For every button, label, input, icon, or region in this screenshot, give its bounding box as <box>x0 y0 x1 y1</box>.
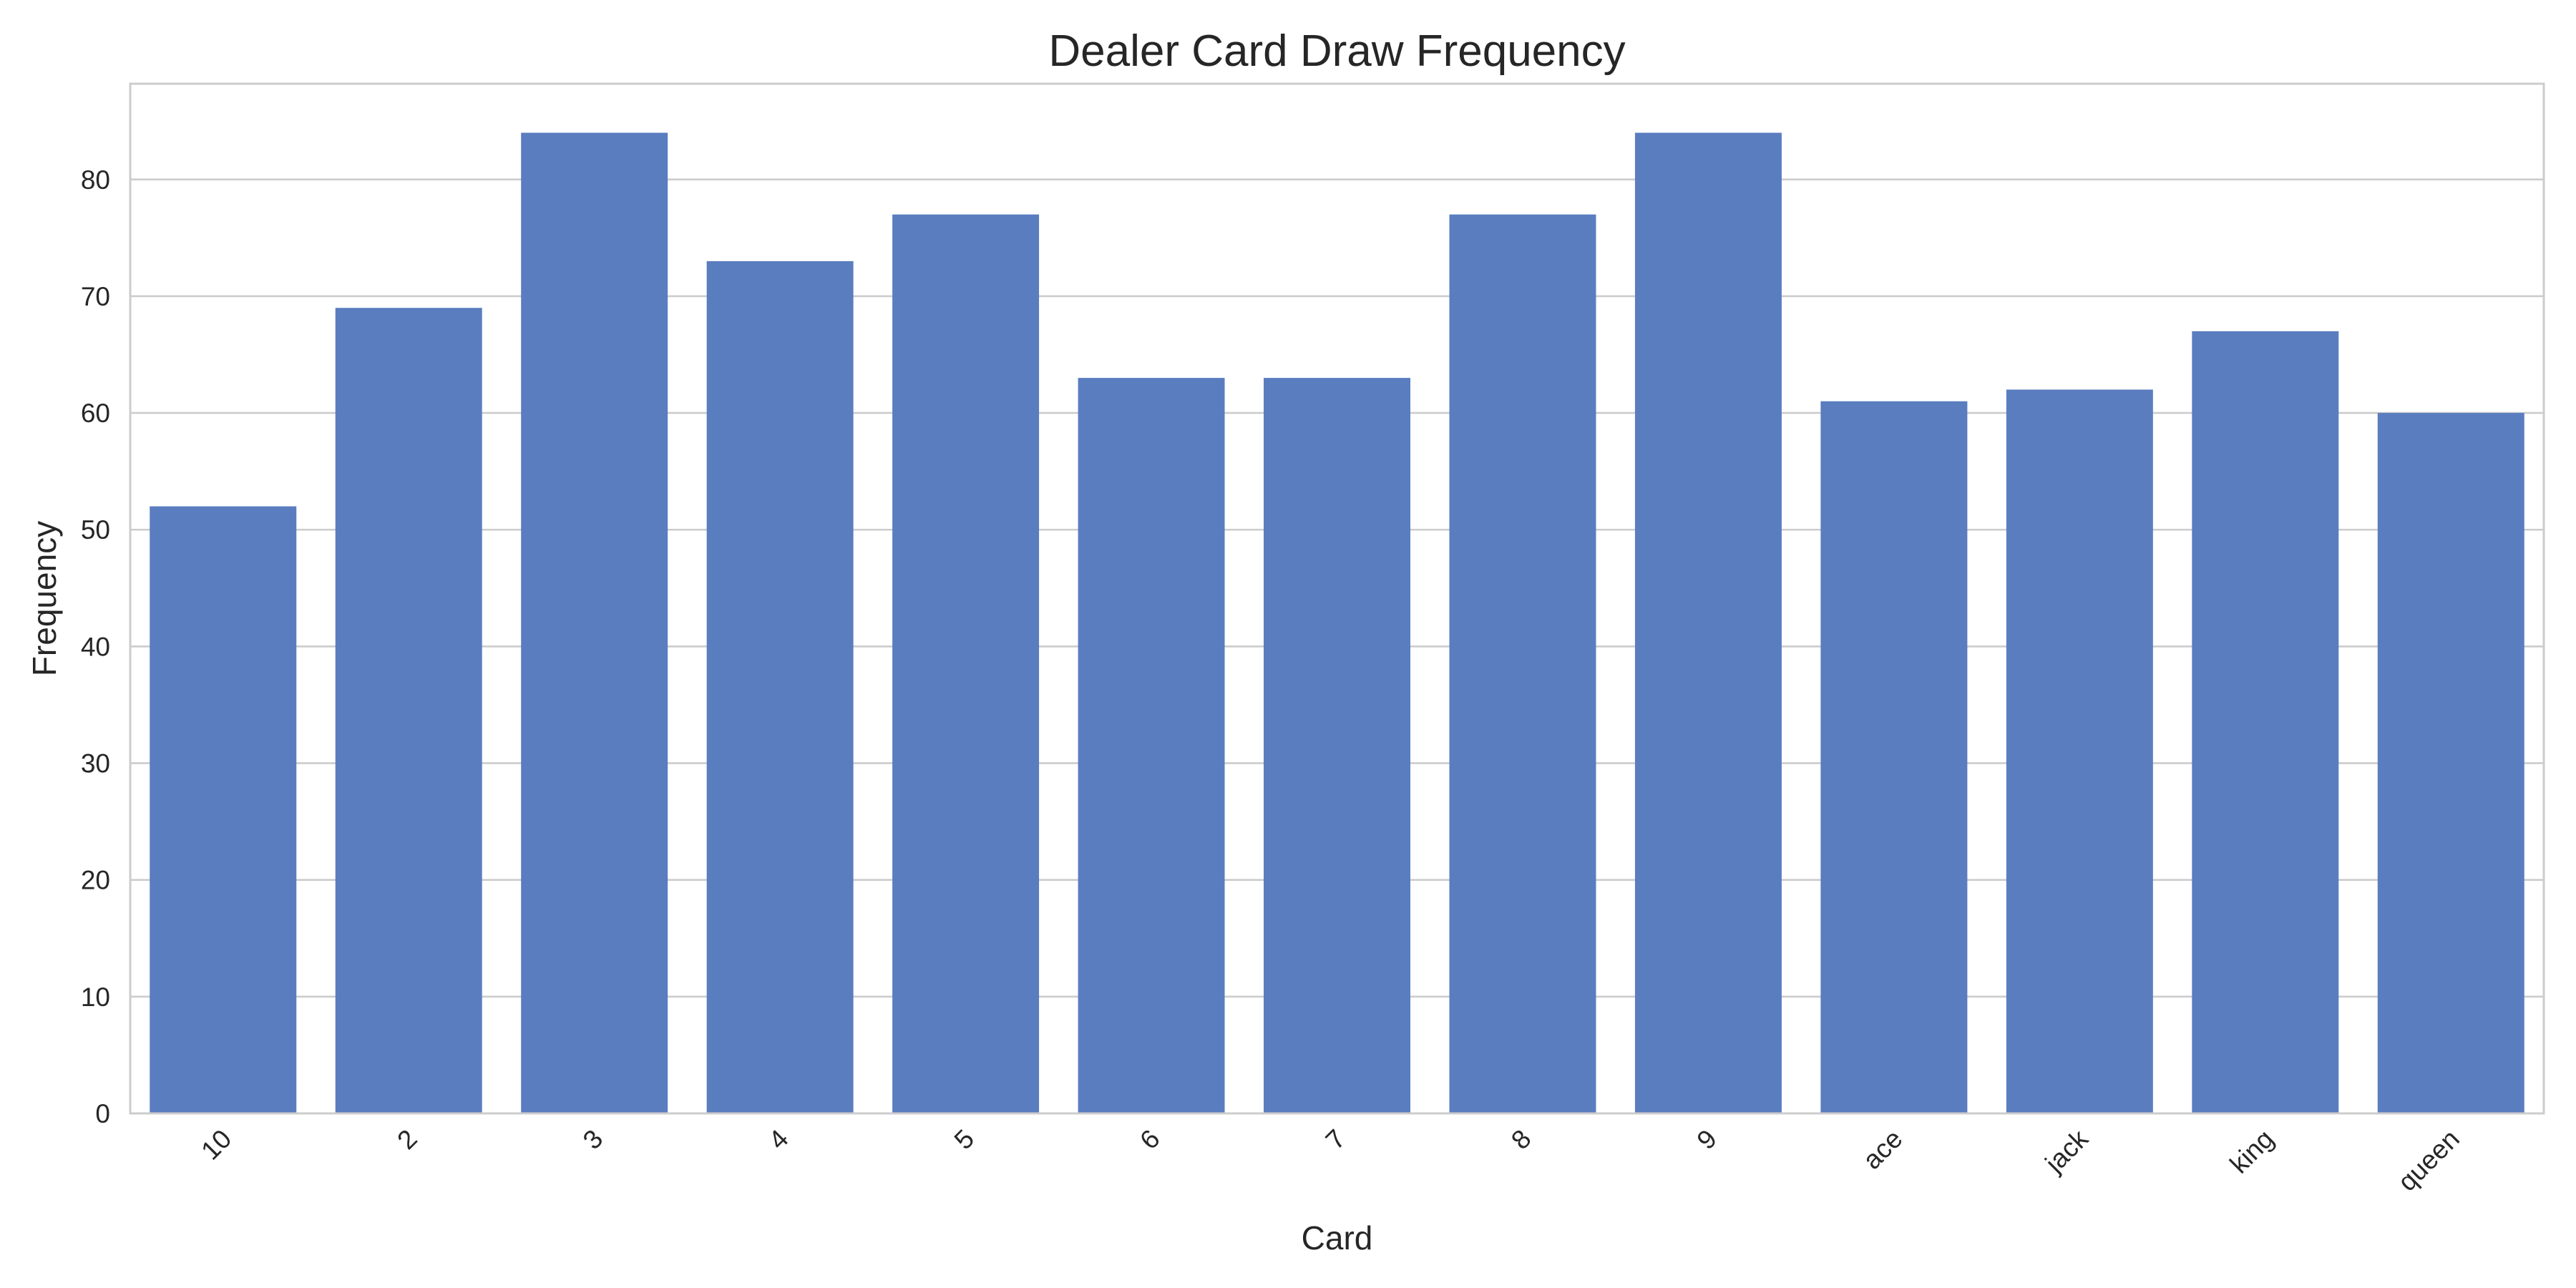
bar-2 <box>335 308 482 1113</box>
chart-title: Dealer Card Draw Frequency <box>1048 26 1625 76</box>
bar-king <box>2192 331 2339 1113</box>
bar-jack <box>2006 389 2153 1113</box>
bar-7 <box>1264 378 1410 1114</box>
y-tick-label-80: 80 <box>81 165 110 195</box>
bar-ace <box>1820 401 1968 1113</box>
y-tick-labels: 0 10 20 30 40 50 60 70 80 <box>81 165 110 1128</box>
bar-queen <box>2377 413 2524 1113</box>
bar-8 <box>1449 214 1596 1113</box>
bar-9 <box>1634 132 1782 1113</box>
plot-frame <box>129 82 2545 1115</box>
y-axis-label: Frequency <box>26 521 63 676</box>
y-tick-label-0: 0 <box>95 1099 110 1128</box>
y-tick-label-50: 50 <box>81 515 110 545</box>
y-tick-label-70: 70 <box>81 282 110 311</box>
bar-5 <box>892 214 1040 1113</box>
bar-6 <box>1078 378 1225 1114</box>
y-tick-label-30: 30 <box>81 749 110 779</box>
bar-4 <box>706 260 854 1113</box>
bar-3 <box>521 132 668 1113</box>
x-axis-label: Card <box>1302 1219 1373 1257</box>
y-tick-label-40: 40 <box>81 632 110 661</box>
bars <box>150 132 2524 1114</box>
y-tick-label-20: 20 <box>81 866 110 895</box>
y-tick-label-60: 60 <box>81 399 110 428</box>
y-tick-label-10: 10 <box>81 982 110 1012</box>
bar-10 <box>150 506 297 1113</box>
